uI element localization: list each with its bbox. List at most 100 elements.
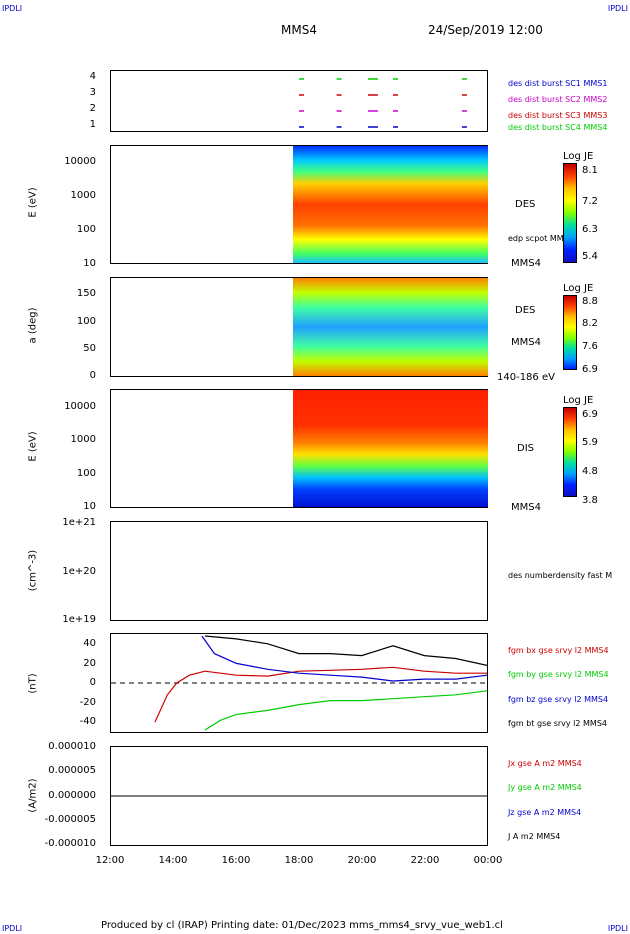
density-ytick-1e21: 1e+21 — [62, 517, 96, 528]
corner-label-right: IPDLI — [607, 4, 628, 13]
fgm-ytick-40: 40 — [83, 638, 96, 649]
density-ytick-1e20: 1e+20 — [62, 566, 96, 577]
dis-energy-cbar-tick-3: 4.8 — [582, 466, 598, 477]
des-energy-ytick-10: 10 — [83, 258, 96, 269]
fgm-plot — [111, 635, 487, 731]
fgm-ytick-0: 0 — [89, 677, 96, 688]
current-ytick-3: 0.000000 — [48, 790, 96, 801]
burst-ytick-3: 3 — [89, 87, 96, 98]
des-pitch-ytick-0: 0 — [89, 370, 96, 381]
des-pitch-ylabel: a (deg) — [27, 307, 39, 344]
current-legend-jz: Jz gse A m2 MMS4 — [508, 808, 582, 817]
density-ylabel: (cm^-3) — [27, 549, 39, 592]
xtick-1600: 16:00 — [221, 855, 251, 866]
dis-energy-ytick-10: 10 — [83, 501, 96, 512]
corner-label-left: IPDLI — [2, 4, 23, 13]
des-pitch-cbar-tick-2: 8.2 — [582, 318, 598, 329]
density-panel — [110, 521, 488, 621]
current-ytick-2: 0.000005 — [48, 765, 96, 776]
dis-energy-cbar-title: Log JE — [563, 395, 594, 406]
fgm-legend-bz: fgm bz gse srvy l2 MMS4 — [508, 695, 609, 704]
burst-ytick-1: 1 — [89, 119, 96, 130]
des-energy-side-label: DES — [515, 199, 536, 210]
des-pitch-ytick-100: 100 — [76, 316, 96, 327]
fgm-series-line-0 — [154, 666, 487, 723]
des-pitch-ytick-50: 50 — [83, 343, 96, 354]
burst-legend-mms2: des dist burst SC2 MMS2 — [508, 95, 608, 104]
dis-energy-ylabel: E (eV) — [27, 431, 39, 462]
des-pitch-cbar-tick-4: 6.9 — [582, 364, 598, 375]
fgm-legend-bx: fgm bx gse srvy l2 MMS4 — [508, 646, 609, 655]
des-pitch-side-label: DES — [515, 305, 536, 316]
des-pitch-heatmap — [293, 278, 488, 376]
dis-energy-heatmap — [293, 390, 488, 507]
fgm-legend-bt: fgm bt gse srvy l2 MMS4 — [508, 719, 607, 728]
fgm-series-line-2 — [201, 635, 487, 682]
burst-legend-mms1: des dist burst SC1 MMS1 — [508, 79, 608, 88]
current-plot — [111, 795, 487, 797]
fgm-series-line-3 — [204, 635, 487, 666]
density-legend: des numberdensity fast M — [508, 571, 613, 580]
burst-marks — [299, 78, 467, 128]
burst-ytick-4: 4 — [89, 71, 96, 82]
current-legend-j: J A m2 MMS4 — [508, 832, 561, 841]
dis-energy-cbar-tick-2: 5.9 — [582, 437, 598, 448]
des-pitch-cbar-tick-3: 7.6 — [582, 341, 598, 352]
xtick-1800: 18:00 — [284, 855, 314, 866]
dis-energy-ytick-10000: 10000 — [64, 401, 96, 412]
spacecraft-title: MMS4 — [281, 23, 317, 37]
current-ytick-4: -0.000005 — [44, 814, 96, 825]
burst-panel — [110, 70, 488, 132]
xtick-1200: 12:00 — [95, 855, 125, 866]
des-pitch-cbar-title: Log JE — [563, 283, 594, 294]
current-ytick-1: 0.000010 — [48, 741, 96, 752]
fgm-legend-by: fgm by gse srvy l2 MMS4 — [508, 670, 609, 679]
fgm-ytick-minus40: -40 — [79, 716, 96, 727]
des-energy-colorbar — [563, 163, 577, 263]
des-energy-cbar-tick-3: 6.3 — [582, 224, 598, 235]
dis-energy-colorbar — [563, 407, 577, 497]
xtick-0000: 00:00 — [473, 855, 503, 866]
fgm-ytick-minus20: -20 — [79, 697, 96, 708]
des-energy-cbar-tick-4: 5.4 — [582, 251, 598, 262]
des-energy-cbar-title: Log JE — [563, 151, 594, 162]
des-pitch-colorbar — [563, 295, 577, 370]
current-panel — [110, 746, 488, 846]
dis-energy-cbar-tick-4: 3.8 — [582, 495, 598, 506]
dis-energy-bottom-label: MMS4 — [511, 502, 541, 513]
des-pitch-cbar-tick-1: 8.8 — [582, 296, 598, 307]
dis-energy-ytick-1000: 1000 — [70, 434, 96, 445]
des-energy-bottom-label: MMS4 — [511, 258, 541, 269]
fgm-ytick-20: 20 — [83, 658, 96, 669]
des-pitch-ytick-150: 150 — [76, 288, 96, 299]
dis-energy-cbar-tick-1: 6.9 — [582, 409, 598, 420]
des-pitch-panel — [110, 277, 488, 377]
corner-label-bottom-left: IPDLI — [2, 924, 23, 933]
current-ytick-5: -0.000010 — [44, 838, 96, 849]
current-legend-jx: Jx gse A m2 MMS4 — [508, 759, 582, 768]
burst-ytick-2: 2 — [89, 103, 96, 114]
xtick-1400: 14:00 — [158, 855, 188, 866]
xtick-2000: 20:00 — [347, 855, 377, 866]
corner-label-bottom-right: IPDLI — [607, 924, 628, 933]
current-ylabel: (A/m2) — [27, 778, 39, 813]
dis-energy-side-label: DIS — [517, 443, 534, 454]
dis-energy-ytick-100: 100 — [76, 468, 96, 479]
current-legend-jy: Jy gse A m2 MMS4 — [508, 783, 582, 792]
burst-legend-mms4: des dist burst SC4 MMS4 — [508, 123, 608, 132]
density-ytick-1e19: 1e+19 — [62, 614, 96, 625]
des-energy-cbar-tick-2: 7.2 — [582, 196, 598, 207]
fgm-panel — [110, 633, 488, 733]
footer-credit: Produced by cl (IRAP) Printing date: 01/… — [101, 920, 503, 931]
des-pitch-sub-label: MMS4 — [511, 337, 541, 348]
des-energy-heatmap — [293, 146, 488, 263]
fgm-series-line-1 — [204, 690, 487, 731]
des-energy-sub-label: edp scpot MMS4 — [508, 234, 574, 243]
des-energy-ytick-1000: 1000 — [70, 190, 96, 201]
dis-energy-panel — [110, 389, 488, 508]
des-energy-cbar-tick-1: 8.1 — [582, 165, 598, 176]
burst-legend-mms3: des dist burst SC3 MMS3 — [508, 111, 608, 120]
des-energy-ytick-100: 100 — [76, 224, 96, 235]
date-title: 24/Sep/2019 12:00 — [428, 23, 543, 37]
des-pitch-energy-label: 140-186 eV — [497, 372, 555, 383]
